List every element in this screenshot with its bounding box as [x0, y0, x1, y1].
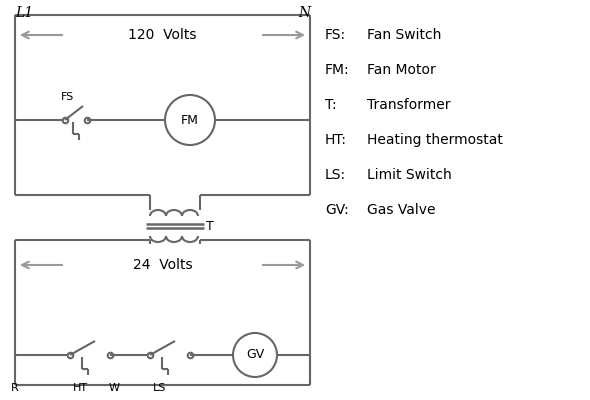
Text: Fan Switch: Fan Switch	[367, 28, 441, 42]
Text: T:: T:	[325, 98, 337, 112]
Text: FS: FS	[61, 92, 74, 102]
Text: N: N	[298, 6, 310, 20]
Text: Transformer: Transformer	[367, 98, 451, 112]
Text: Fan Motor: Fan Motor	[367, 63, 436, 77]
Text: Gas Valve: Gas Valve	[367, 203, 435, 217]
Text: FM: FM	[181, 114, 199, 126]
Text: FM:: FM:	[325, 63, 350, 77]
Text: GV:: GV:	[325, 203, 349, 217]
Text: 120  Volts: 120 Volts	[128, 28, 196, 42]
Text: T: T	[206, 220, 214, 232]
Text: R: R	[11, 383, 19, 393]
Text: FS:: FS:	[325, 28, 346, 42]
Text: GV: GV	[246, 348, 264, 362]
Text: LS:: LS:	[325, 168, 346, 182]
Text: HT:: HT:	[325, 133, 347, 147]
Text: HT: HT	[73, 383, 87, 393]
Text: LS: LS	[153, 383, 167, 393]
Text: W: W	[109, 383, 120, 393]
Text: Limit Switch: Limit Switch	[367, 168, 452, 182]
Text: L1: L1	[15, 6, 33, 20]
Text: 24  Volts: 24 Volts	[133, 258, 192, 272]
Text: Heating thermostat: Heating thermostat	[367, 133, 503, 147]
